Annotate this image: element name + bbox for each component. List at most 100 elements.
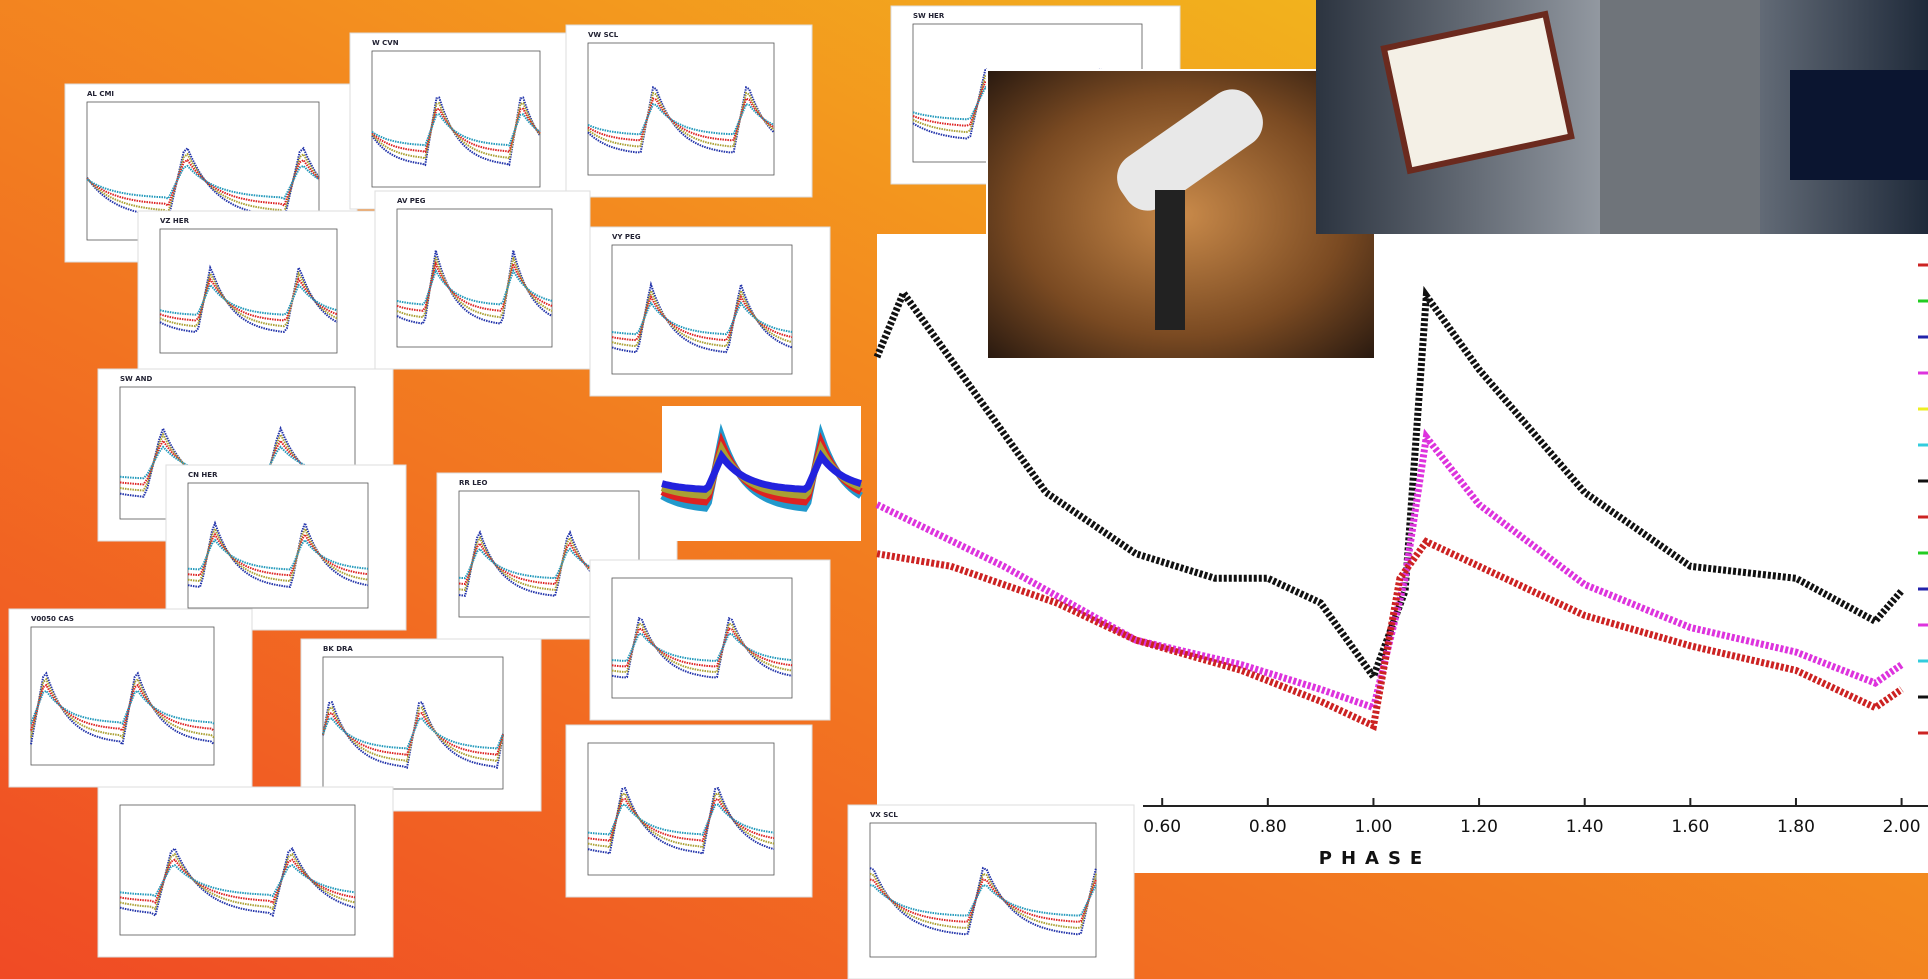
light-curve bbox=[396, 268, 553, 306]
plot-frame bbox=[611, 577, 793, 699]
plot-frame bbox=[159, 228, 338, 354]
certificate bbox=[1380, 10, 1575, 175]
light-curve bbox=[611, 301, 793, 336]
panel-title: CN HER bbox=[188, 471, 218, 479]
light-curve bbox=[587, 797, 775, 843]
light-curve bbox=[611, 616, 793, 679]
panel-title: RR LEO bbox=[459, 479, 487, 487]
panel bbox=[137, 210, 376, 376]
panel bbox=[589, 559, 831, 721]
light-curve bbox=[322, 711, 504, 757]
light-curve bbox=[458, 541, 640, 586]
panel-title: V0050 CAS bbox=[31, 615, 74, 623]
panel-title: AV PEG bbox=[397, 197, 426, 205]
light-curve bbox=[396, 260, 553, 312]
light-curve bbox=[86, 152, 320, 214]
light-curve bbox=[611, 627, 793, 668]
poster bbox=[1790, 70, 1928, 180]
light-curve bbox=[873, 285, 1905, 685]
light-curve bbox=[587, 85, 775, 154]
x-axis-label: PHASE bbox=[1319, 848, 1431, 869]
panel-title: BK DRA bbox=[323, 645, 353, 653]
x-tick-label: 1.80 bbox=[1777, 817, 1815, 837]
panel bbox=[374, 190, 591, 370]
plot-frame bbox=[30, 626, 215, 766]
light-curve bbox=[587, 792, 775, 849]
telescope-tube bbox=[1117, 89, 1263, 211]
light-curve bbox=[30, 683, 215, 733]
person bbox=[1600, 0, 1760, 234]
certificate-photo bbox=[1316, 0, 1928, 234]
x-tick-label: 1.20 bbox=[1460, 817, 1498, 837]
plot-frame bbox=[611, 244, 793, 375]
telescope-mount bbox=[1155, 190, 1185, 330]
light-curve bbox=[119, 864, 356, 898]
plot-frame bbox=[587, 42, 775, 176]
light-curve bbox=[587, 103, 775, 136]
panel bbox=[565, 24, 813, 198]
light-curve bbox=[611, 632, 793, 662]
telescope-photo bbox=[986, 69, 1376, 360]
panel bbox=[165, 464, 407, 631]
panel bbox=[97, 786, 394, 958]
plot-frame bbox=[587, 742, 775, 876]
light-curve bbox=[86, 146, 320, 222]
panel bbox=[565, 724, 813, 898]
panel-title: VY PEG bbox=[612, 233, 641, 241]
light-curve bbox=[869, 872, 1097, 930]
light-curve bbox=[30, 689, 215, 725]
light-curve bbox=[159, 270, 338, 328]
x-tick-label: 0.60 bbox=[1143, 817, 1181, 837]
light-curve bbox=[187, 538, 369, 571]
light-curve bbox=[187, 520, 369, 588]
light-curve bbox=[119, 846, 356, 918]
panel-title: VW SCL bbox=[588, 31, 619, 39]
light-curve bbox=[587, 803, 775, 836]
light-curve bbox=[159, 277, 338, 322]
plot-frame bbox=[371, 50, 541, 188]
light-curve bbox=[371, 102, 541, 160]
light-curve bbox=[876, 537, 1904, 731]
x-tick-label: 1.00 bbox=[1355, 817, 1393, 837]
light-curve bbox=[159, 264, 338, 333]
x-tick-label: 1.60 bbox=[1671, 817, 1709, 837]
plot-frame bbox=[322, 656, 504, 790]
plot-frame bbox=[187, 482, 369, 609]
panel-title: AL CMI bbox=[87, 90, 114, 98]
light-curve bbox=[187, 532, 369, 577]
light-curve bbox=[396, 256, 553, 319]
x-tick-label: 2.00 bbox=[1883, 817, 1921, 837]
chart-fragment bbox=[662, 406, 861, 541]
panel bbox=[589, 226, 831, 397]
panel-title: VZ HER bbox=[160, 217, 190, 225]
light-curve bbox=[611, 280, 793, 354]
light-curve bbox=[611, 294, 793, 342]
x-tick-label: 1.40 bbox=[1566, 817, 1604, 837]
light-curve bbox=[912, 66, 1143, 140]
plot-frame bbox=[869, 822, 1097, 958]
panels: AL CMI W CVN VW SCL SW HER VZ HER AV PEG VY PE… bbox=[8, 5, 1181, 979]
light-curve bbox=[86, 158, 320, 207]
light-curve bbox=[86, 164, 320, 200]
light-curve bbox=[587, 91, 775, 148]
panel-title: SW HER bbox=[913, 12, 945, 20]
panel bbox=[847, 804, 1135, 979]
light-curve bbox=[371, 107, 541, 154]
main-chart: 0.60 0.80 1.00 1.20 1.40 1.60 1.80 2.00 PHASE bbox=[873, 263, 1928, 869]
plot-frame bbox=[458, 490, 640, 618]
plot-frame bbox=[119, 804, 356, 936]
light-curve bbox=[869, 866, 1097, 936]
plot-frame bbox=[396, 208, 553, 348]
light-curve bbox=[159, 283, 338, 316]
light-curve bbox=[661, 449, 863, 493]
light-curve bbox=[322, 717, 504, 750]
light-curve bbox=[587, 97, 775, 142]
light-curve bbox=[371, 113, 541, 147]
panel-title: VX SCL bbox=[870, 811, 898, 819]
x-tick-label: 0.80 bbox=[1249, 817, 1287, 837]
panel bbox=[300, 638, 542, 812]
light-curve bbox=[869, 878, 1097, 923]
panel-title: W CVN bbox=[372, 39, 399, 47]
